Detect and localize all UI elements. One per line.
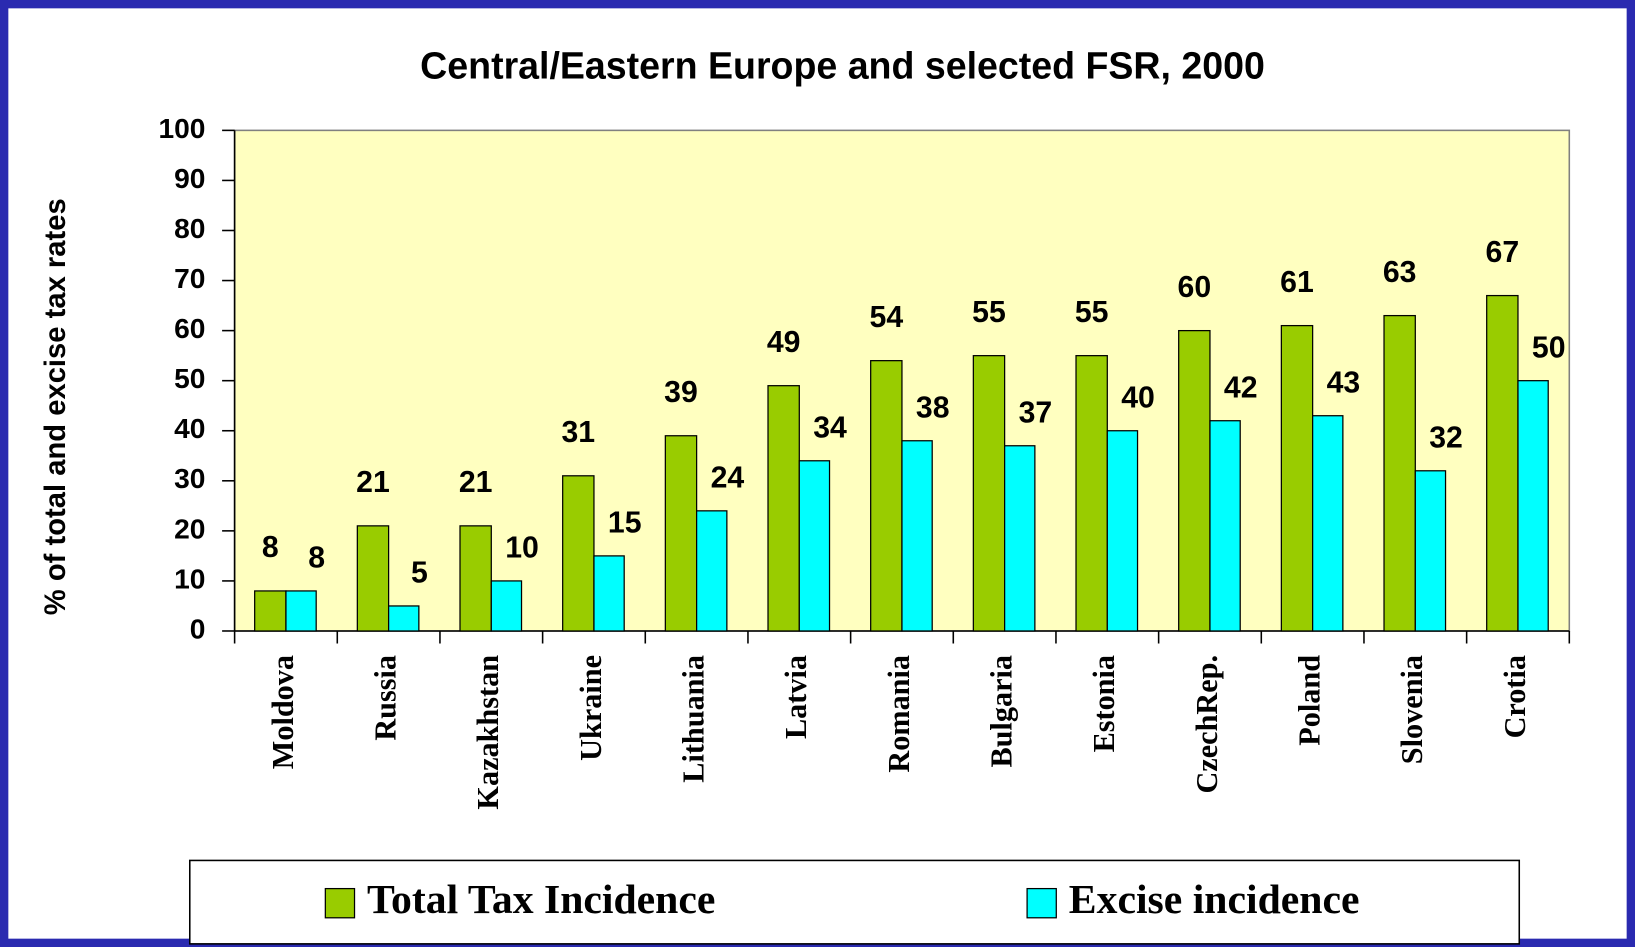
bar	[1383, 314, 1416, 632]
bar	[1075, 355, 1108, 632]
x-tick-label: Slovenia	[1395, 655, 1429, 764]
bar	[1486, 294, 1519, 632]
bar	[459, 525, 492, 632]
y-axis-title: % of total and excise tax rates	[40, 198, 72, 615]
y-tick-label: 50	[174, 363, 205, 394]
y-tick-label: 90	[174, 163, 205, 194]
x-tick-label: Poland	[1293, 655, 1327, 746]
bar	[1209, 420, 1241, 632]
data-label: 67	[1486, 236, 1520, 269]
bar	[387, 605, 420, 632]
data-label: 43	[1327, 366, 1361, 399]
bar	[870, 360, 903, 632]
data-label: 34	[813, 411, 847, 444]
bar	[695, 510, 728, 632]
data-label: 38	[916, 391, 950, 424]
x-tick-label: Kazakhstan	[471, 655, 505, 810]
y-tick-label: 80	[174, 213, 205, 244]
bar	[254, 590, 287, 632]
legend-swatch	[1026, 887, 1057, 919]
x-tick-label: Ukraine	[574, 655, 608, 761]
legend-swatch	[324, 887, 356, 919]
x-tick-label: Estonia	[1087, 655, 1121, 752]
bar	[562, 475, 595, 632]
data-label: 63	[1383, 256, 1417, 289]
bar	[285, 590, 317, 632]
data-label: 39	[664, 376, 698, 409]
x-tick-label: Bulgaria	[985, 655, 1019, 768]
data-label: 54	[870, 301, 904, 334]
y-tick-label: 70	[174, 263, 205, 294]
x-tick-label: Latvia	[779, 655, 813, 739]
legend	[188, 859, 1521, 945]
bar	[798, 460, 831, 632]
data-label: 8	[262, 531, 279, 564]
bar	[1312, 415, 1344, 632]
data-label: 21	[356, 466, 390, 499]
bar	[593, 555, 625, 632]
data-label: 40	[1121, 381, 1155, 414]
bar	[901, 440, 933, 632]
bar	[1280, 324, 1314, 632]
chart-title: Central/Eastern Europe and selected FSR,…	[420, 45, 1265, 87]
x-tick-label: Moldova	[266, 655, 300, 769]
data-label: 21	[459, 466, 493, 499]
bar	[356, 525, 390, 632]
legend-label: Total Tax Incidence	[367, 877, 715, 923]
x-tick-label: Romania	[882, 655, 916, 773]
data-label: 8	[308, 542, 325, 575]
data-label: 50	[1532, 331, 1566, 364]
data-label: 24	[711, 462, 745, 495]
y-tick-label: 100	[158, 113, 205, 144]
y-tick-label: 60	[174, 313, 205, 344]
y-tick-label: 0	[190, 613, 206, 644]
bar	[767, 385, 800, 632]
bar	[1106, 430, 1139, 632]
legend-label: Excise incidence	[1069, 877, 1360, 923]
x-tick-label: CzechRep.	[1190, 655, 1224, 794]
y-tick-label: 40	[174, 413, 205, 444]
x-tick-label: Russia	[369, 655, 403, 741]
y-tick-label: 10	[174, 563, 205, 594]
bar	[664, 435, 698, 632]
bar	[972, 355, 1006, 632]
data-label: 15	[608, 507, 642, 540]
bar	[1414, 470, 1447, 632]
data-label: 61	[1280, 266, 1314, 299]
y-tick-label: 20	[174, 513, 205, 544]
x-tick-label: Crotia	[1498, 655, 1532, 738]
bar	[490, 580, 523, 632]
y-tick-label: 30	[174, 463, 205, 494]
data-label: 10	[505, 532, 539, 565]
data-label: 42	[1224, 371, 1258, 404]
bar	[1178, 329, 1211, 632]
data-label: 49	[767, 326, 801, 359]
data-label: 55	[1075, 296, 1109, 329]
data-label: 60	[1178, 271, 1212, 304]
data-label: 37	[1019, 396, 1053, 429]
bar	[1517, 380, 1549, 632]
x-tick-label: Lithuania	[677, 655, 711, 783]
data-label: 5	[411, 557, 428, 590]
data-label: 31	[561, 416, 595, 449]
data-label: 32	[1429, 421, 1463, 454]
data-label: 55	[972, 296, 1006, 329]
bar	[1004, 445, 1036, 632]
